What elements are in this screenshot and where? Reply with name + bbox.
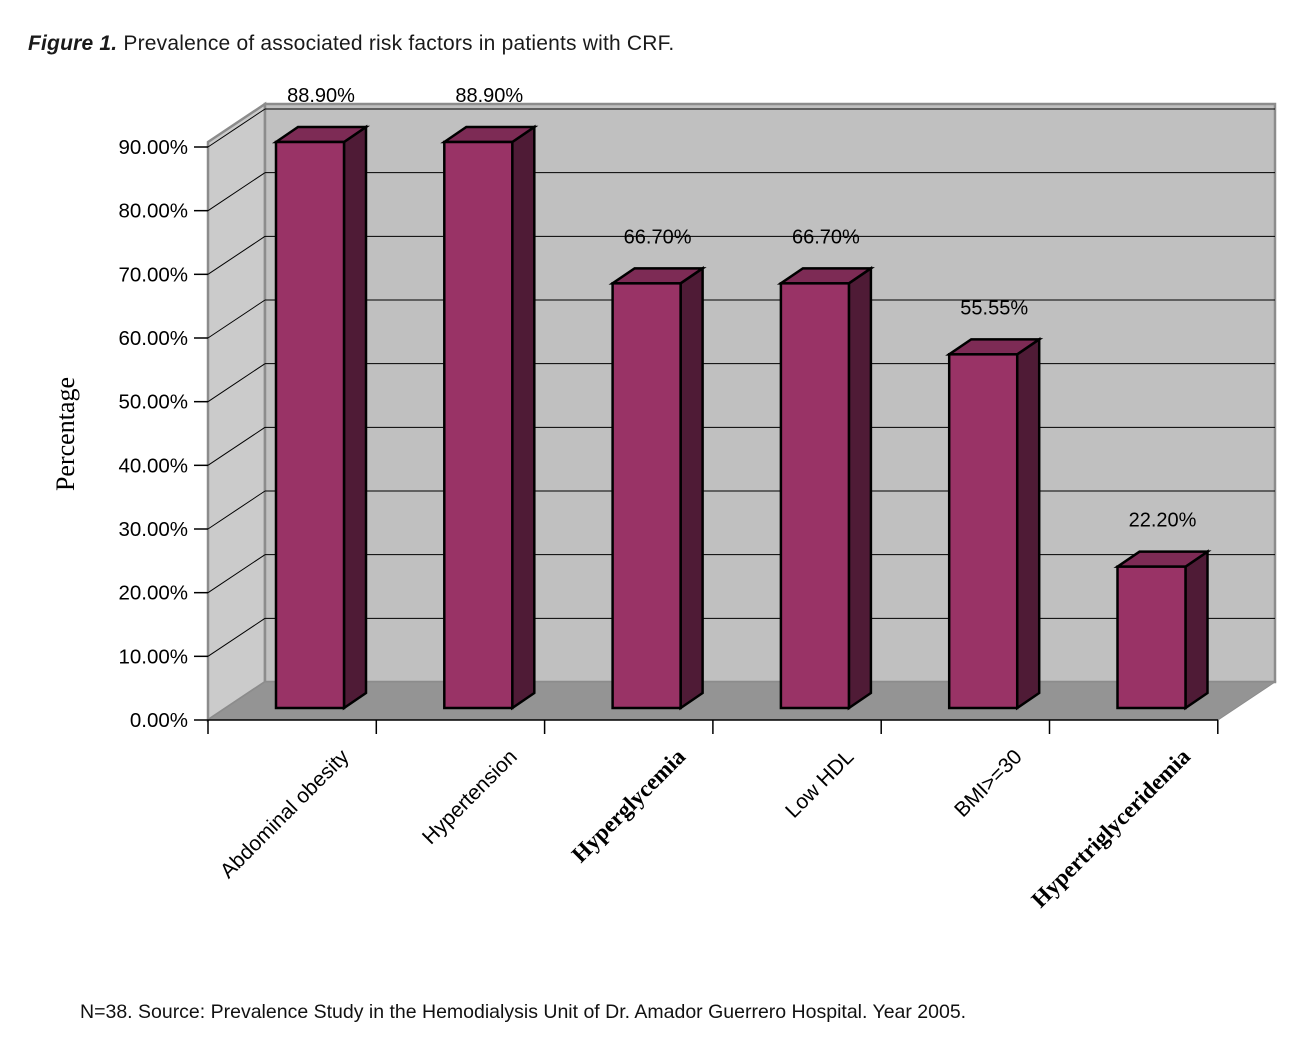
bar-data-label: 22.20% (1129, 510, 1197, 532)
chart-left-wall (206, 101, 267, 723)
bar-side-face (511, 124, 536, 711)
gridline-side (207, 235, 266, 275)
bar-front-face (443, 140, 514, 710)
gridline-side (207, 490, 266, 530)
chart-floor (206, 681, 1277, 721)
y-tick-label: 90.00% (118, 136, 188, 159)
y-tick-label: 10.00% (118, 645, 188, 668)
y-tick-label: 50.00% (118, 391, 188, 414)
category-label: Hyperglycemia (567, 744, 691, 868)
bar-data-label: 66.70% (792, 226, 860, 248)
gridline-side (207, 299, 266, 339)
category-label: Hypertriglyceridemia (1027, 744, 1196, 913)
y-axis-title: Percentage (51, 377, 80, 491)
y-tick-label: 70.00% (118, 263, 188, 286)
bar-side-face (679, 265, 704, 711)
category-label: Low HDL (781, 745, 858, 822)
bar-data-label: 88.90% (287, 85, 355, 107)
bar-side-face (342, 124, 368, 711)
chart-back-wall (263, 102, 1277, 684)
figure-title: Figure 1. Prevalence of associated risk … (28, 32, 674, 56)
bar-side-face (1184, 549, 1209, 711)
figure-title-prefix: Figure 1. (28, 32, 118, 55)
bar-front-face (1116, 565, 1187, 710)
category-label: Hypertension (418, 745, 522, 849)
gridline-side (207, 172, 266, 212)
bar-data-label: 55.55% (960, 297, 1028, 319)
bar-front-face (779, 282, 851, 710)
bar-front-face (274, 140, 346, 710)
bar-front-face (947, 353, 1019, 710)
gridline-side (207, 426, 266, 466)
bar-side-face (1015, 336, 1041, 711)
gridline-side (207, 108, 266, 148)
y-tick-label: 20.00% (118, 582, 188, 605)
category-label: BMI>=30 (950, 745, 1027, 822)
gridline-side (207, 554, 266, 594)
bar-data-label: 66.70% (624, 226, 692, 248)
y-tick-label: 40.00% (118, 454, 188, 477)
y-tick-label: 0.00% (130, 709, 188, 732)
figure-footnote: N=38. Source: Prevalence Study in the He… (80, 1001, 967, 1023)
bar-side-face (847, 265, 873, 711)
y-tick-label: 60.00% (118, 327, 188, 350)
bar-front-face (611, 282, 682, 710)
gridline-side (207, 617, 266, 657)
y-tick-label: 80.00% (118, 200, 188, 223)
gridline-side (207, 363, 266, 403)
category-label: Abdominal obesity (216, 745, 354, 883)
y-tick-label: 30.00% (118, 518, 188, 541)
bar-data-label: 88.90% (455, 85, 523, 107)
figure-title-text: Prevalence of associated risk factors in… (117, 32, 675, 55)
